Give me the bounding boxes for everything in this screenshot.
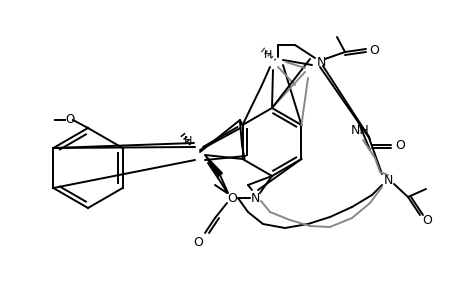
Text: O: O (368, 44, 378, 56)
Text: O: O (227, 191, 236, 205)
Text: O: O (193, 236, 202, 250)
Text: H: H (263, 50, 272, 60)
Text: NH: NH (350, 124, 369, 136)
Text: N: N (250, 191, 259, 205)
Polygon shape (205, 155, 222, 177)
Text: O: O (65, 112, 74, 125)
Text: H: H (184, 136, 192, 146)
Text: O: O (394, 139, 404, 152)
Text: N: N (382, 173, 392, 187)
Text: N: N (316, 56, 325, 68)
Text: O: O (421, 214, 431, 227)
